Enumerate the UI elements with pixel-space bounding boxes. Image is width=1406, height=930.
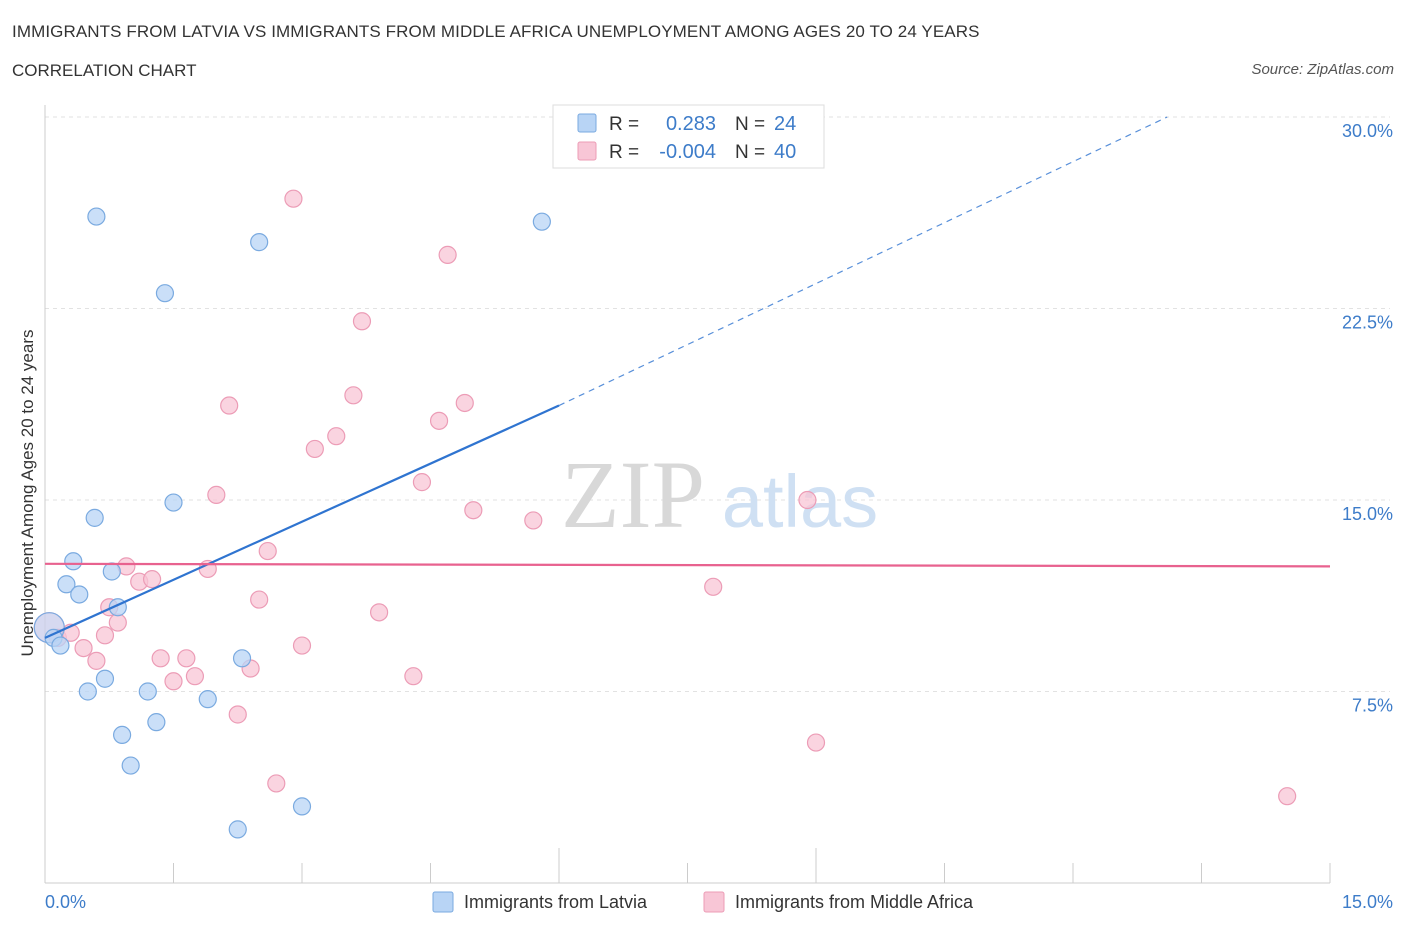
middle-africa-point — [95, 626, 115, 645]
latvia-point — [155, 284, 175, 303]
latvia-point — [95, 669, 115, 688]
middle-africa-point — [464, 501, 483, 520]
latvia-point — [112, 725, 132, 745]
x-tick-label-min: 0.0% — [45, 892, 86, 912]
watermark: ZIP atlas — [561, 441, 878, 548]
middle-africa-point — [228, 705, 247, 724]
latvia-point — [64, 552, 83, 571]
middle-africa-point — [220, 396, 239, 415]
legend-n-label-africa: N = — [735, 142, 765, 163]
middle-africa-point — [344, 386, 363, 405]
middle-africa-point — [267, 774, 286, 793]
bottom-legend-swatch-africa — [703, 891, 725, 913]
middle-africa-point — [798, 490, 817, 510]
legend-n-value-latvia: 24 — [774, 113, 796, 135]
latvia-point — [228, 820, 247, 839]
middle-africa-point — [524, 511, 543, 530]
legend-n-label-latvia: N = — [735, 114, 765, 135]
middle-africa-point — [87, 651, 106, 670]
legend-r-label-africa: R = — [609, 142, 639, 163]
middle-africa-point — [404, 667, 423, 686]
latvia-point — [78, 682, 97, 701]
y-axis-label: Unemployment Among Ages 20 to 24 years — [18, 330, 37, 657]
bottom-legend-swatch-latvia — [432, 891, 454, 913]
bottom-legend: Immigrants from Latvia Immigrants from M… — [432, 891, 974, 913]
trend-lines — [44, 116, 1331, 639]
latvia-point — [87, 207, 106, 226]
middle-africa-point — [198, 559, 217, 579]
latvia-point — [70, 585, 89, 604]
y-tick-label: 7.5% — [1352, 696, 1393, 716]
chart-subtitle: CORRELATION CHART — [12, 61, 197, 80]
latvia-point — [102, 562, 121, 581]
x-tick-label-max: 15.0% — [1342, 892, 1393, 912]
legend-r-value-africa: -0.004 — [659, 141, 716, 163]
chart-title: IMMIGRANTS FROM LATVIA VS IMMIGRANTS FRO… — [12, 22, 980, 41]
legend-swatch-latvia — [577, 113, 597, 133]
middle-africa-point — [429, 411, 449, 430]
y-tick-label: 15.0% — [1342, 504, 1393, 524]
axes — [44, 105, 1331, 884]
y-tick-label: 22.5% — [1342, 313, 1393, 333]
middle-africa-point — [1278, 787, 1297, 806]
middle-africa-point — [704, 577, 723, 596]
latvia-point — [51, 636, 70, 655]
latvia-point — [57, 575, 76, 594]
latvia-point — [121, 756, 140, 775]
middle-africa-point — [250, 590, 269, 609]
latvia-trend-line — [44, 404, 560, 639]
middle-africa-point — [284, 189, 303, 208]
y-tick-label: 30.0% — [1342, 121, 1393, 141]
middle-africa-point — [74, 638, 93, 658]
latvia-point — [164, 493, 183, 512]
bottom-legend-label-latvia: Immigrants from Latvia — [464, 892, 648, 912]
data-points — [33, 189, 1297, 839]
gridlines — [45, 116, 1390, 692]
legend-n-value-africa: 40 — [774, 141, 796, 163]
legend-box: R = 0.283 N = 24 R = -0.004 N = 40 — [552, 104, 825, 169]
watermark-zip: ZIP — [561, 441, 705, 548]
middle-africa-point — [207, 485, 226, 504]
middle-africa-point — [185, 667, 205, 686]
middle-africa-point — [142, 570, 162, 589]
middle-africa-point — [455, 393, 474, 413]
middle-africa-point — [327, 427, 346, 446]
y-tick-labels: 7.5% 15.0% 22.5% 30.0% — [1342, 121, 1393, 716]
latvia-point — [198, 690, 217, 709]
latvia-point — [250, 233, 269, 252]
latvia-point — [138, 682, 157, 701]
middle-africa-point — [164, 672, 183, 691]
source-label: Source: ZipAtlas.com — [1251, 61, 1394, 78]
legend-r-value-latvia: 0.283 — [666, 113, 716, 135]
middle-africa-point — [438, 245, 457, 264]
latvia-point — [85, 508, 104, 527]
legend-r-label-latvia: R = — [609, 114, 639, 135]
middle-africa-point — [412, 473, 432, 492]
middle-africa-point — [151, 649, 170, 668]
latvia-point — [147, 713, 166, 732]
middle-africa-point — [370, 603, 389, 622]
latvia-trend-extension — [558, 116, 1168, 407]
legend-swatch-africa — [577, 141, 597, 161]
middle-africa-point — [305, 439, 324, 459]
middle-africa-trend-line — [44, 562, 1331, 568]
middle-africa-point — [292, 636, 312, 655]
middle-africa-point — [352, 312, 372, 331]
bottom-legend-label-africa: Immigrants from Middle Africa — [735, 892, 974, 912]
middle-africa-point — [806, 733, 826, 752]
middle-africa-point — [177, 649, 196, 668]
latvia-point — [532, 212, 551, 231]
middle-africa-point — [258, 541, 277, 561]
middle-africa-point — [108, 613, 127, 632]
latvia-point — [232, 649, 252, 668]
latvia-point — [292, 797, 312, 816]
